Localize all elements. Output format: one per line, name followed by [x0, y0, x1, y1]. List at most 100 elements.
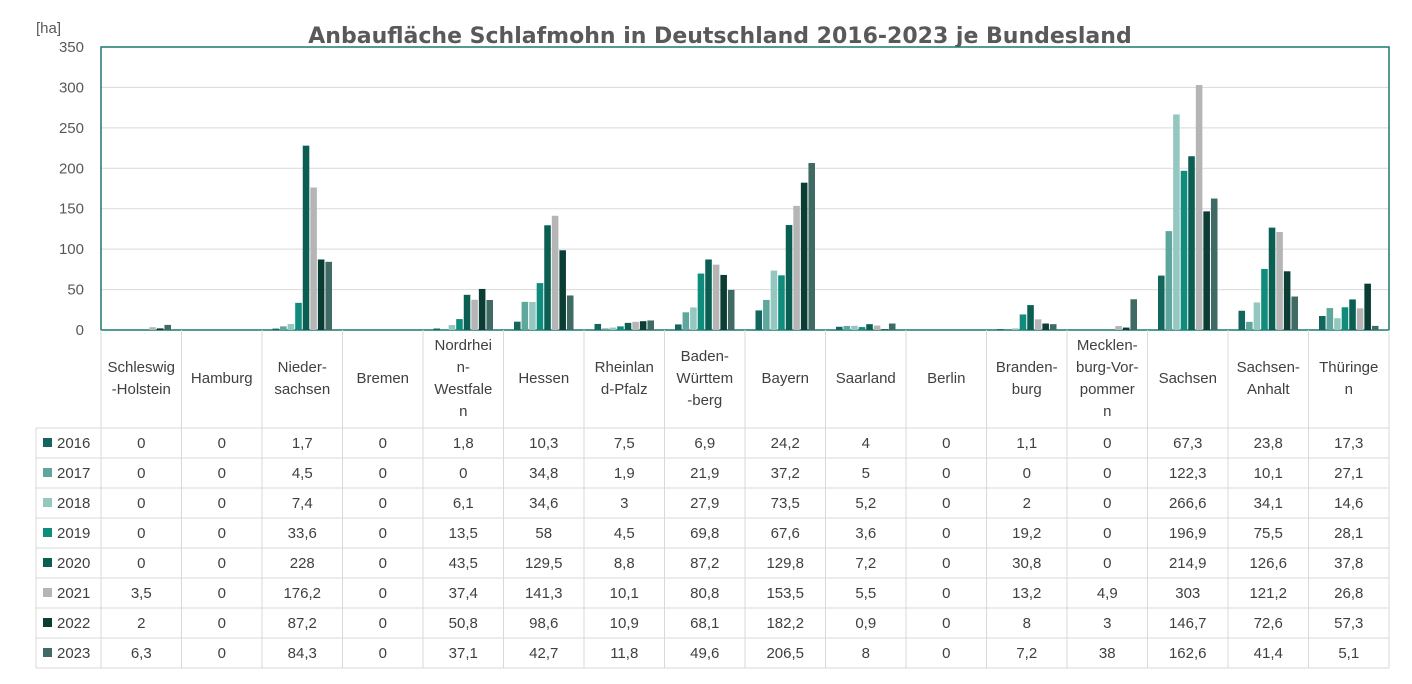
- category-label: n: [459, 403, 467, 420]
- bar-2016: [755, 310, 763, 330]
- data-label: 0: [1103, 525, 1111, 542]
- bar-2020: [1188, 156, 1195, 330]
- legend-label: 2018: [57, 495, 90, 512]
- bar-2021: [1115, 326, 1122, 330]
- category-label: Sachsen-: [1237, 359, 1300, 376]
- bar-2019: [536, 283, 544, 330]
- data-label: 0: [379, 525, 387, 542]
- data-label: 42,7: [529, 645, 558, 662]
- bar-2020: [1268, 227, 1276, 330]
- data-label: 4,5: [614, 525, 635, 542]
- bar-2018: [1253, 302, 1261, 330]
- data-label: 0: [1103, 465, 1111, 482]
- bar-2019: [1341, 307, 1349, 330]
- bar-2019: [697, 273, 705, 330]
- bar-2016: [997, 329, 1004, 330]
- bar-2018: [690, 307, 697, 330]
- data-label: 57,3: [1334, 615, 1363, 632]
- data-label: 214,9: [1169, 555, 1207, 572]
- y-tick-label: 50: [67, 282, 84, 299]
- bar-2022: [559, 250, 566, 330]
- y-tick-label: 300: [59, 79, 84, 96]
- data-label: 37,8: [1334, 555, 1363, 572]
- bar-2019: [617, 326, 624, 330]
- category-label: Sachsen: [1159, 370, 1217, 387]
- category-label: Westfale: [434, 381, 492, 398]
- y-tick-label: 200: [59, 160, 84, 177]
- bar-2023: [1371, 325, 1379, 330]
- category-label: Baden-: [681, 348, 729, 365]
- data-label: 30,8: [1012, 555, 1041, 572]
- bar-2021: [149, 327, 156, 330]
- data-label: 0: [218, 435, 226, 452]
- chart-title: Anbaufläche Schlafmohn in Deutschland 20…: [308, 24, 1131, 49]
- data-label: 0: [137, 495, 145, 512]
- data-label: 19,2: [1012, 525, 1041, 542]
- bar-2016: [433, 328, 441, 330]
- data-label: 58: [535, 525, 552, 542]
- category-label: -berg: [687, 392, 722, 409]
- category-label: sachsen: [274, 381, 330, 398]
- bar-2018: [287, 324, 295, 330]
- bar-2018: [529, 302, 536, 330]
- category-label: Thüringe: [1319, 359, 1378, 376]
- bar-2023: [808, 163, 815, 330]
- y-tick-label: 0: [76, 322, 84, 339]
- data-label: 5,1: [1338, 645, 1359, 662]
- bar-2023: [164, 324, 171, 330]
- data-label: 67,3: [1173, 435, 1202, 452]
- legend-key-2018: [43, 498, 52, 507]
- legend-label: 2020: [57, 555, 90, 572]
- data-label: 98,6: [529, 615, 558, 632]
- data-label: 34,6: [529, 495, 558, 512]
- data-label: 23,8: [1254, 435, 1283, 452]
- category-label: Schleswig: [107, 359, 175, 376]
- data-label: 80,8: [690, 585, 719, 602]
- data-label: 5,2: [855, 495, 876, 512]
- bar-2017: [1165, 231, 1173, 330]
- data-label: 68,1: [690, 615, 719, 632]
- bar-2017: [682, 312, 690, 330]
- legend-label: 2016: [57, 435, 90, 452]
- bar-2018: [1334, 318, 1341, 330]
- category-label: Anhalt: [1247, 381, 1290, 398]
- data-label: 228: [290, 555, 315, 572]
- bar-2022: [881, 329, 888, 330]
- category-label: Rheinlan: [595, 359, 654, 376]
- category-label: Nieder-: [278, 359, 327, 376]
- category-label: Nordrhei: [434, 337, 492, 354]
- data-label: 37,1: [449, 645, 478, 662]
- data-label: 0: [218, 615, 226, 632]
- data-label: 37,2: [771, 465, 800, 482]
- data-label: 27,1: [1334, 465, 1363, 482]
- bar-2023: [888, 323, 896, 330]
- data-label: 21,9: [690, 465, 719, 482]
- bar-2020: [544, 225, 551, 330]
- bar-2018: [609, 327, 617, 330]
- bar-2020: [1349, 299, 1356, 330]
- data-label: 2: [1023, 495, 1031, 512]
- legend-label: 2023: [57, 645, 90, 662]
- data-label: 0: [379, 465, 387, 482]
- bar-2021: [793, 205, 800, 330]
- bar-2022: [156, 328, 164, 330]
- data-label: 38: [1099, 645, 1116, 662]
- data-label: 17,3: [1334, 435, 1363, 452]
- data-label: 67,6: [771, 525, 800, 542]
- data-label: 3: [1103, 615, 1111, 632]
- legend-label: 2022: [57, 615, 90, 632]
- bar-2022: [1283, 271, 1291, 330]
- category-label: pommer: [1080, 381, 1135, 398]
- bar-2017: [843, 325, 851, 330]
- data-label: 6,3: [131, 645, 152, 662]
- data-label: 182,2: [766, 615, 804, 632]
- bar-2022: [317, 259, 325, 330]
- category-label: Bayern: [761, 370, 809, 387]
- data-label: 13,2: [1012, 585, 1041, 602]
- bar-2023: [1210, 198, 1218, 330]
- bar-2018: [1173, 114, 1180, 330]
- data-label: 84,3: [288, 645, 317, 662]
- bar-2023: [1291, 296, 1298, 330]
- legend-key-2016: [43, 438, 52, 447]
- data-label: 14,6: [1334, 495, 1363, 512]
